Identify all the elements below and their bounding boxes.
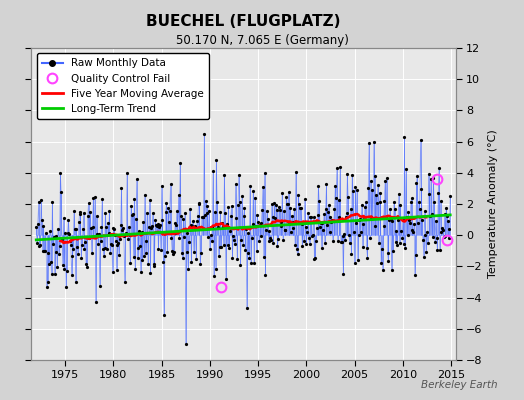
Y-axis label: Temperature Anomaly (°C): Temperature Anomaly (°C): [488, 130, 498, 278]
Legend: Raw Monthly Data, Quality Control Fail, Five Year Moving Average, Long-Term Tren: Raw Monthly Data, Quality Control Fail, …: [37, 53, 209, 119]
Text: 50.170 N, 7.065 E (Germany): 50.170 N, 7.065 E (Germany): [176, 34, 348, 47]
Title: BUECHEL (FLUGPLATZ): BUECHEL (FLUGPLATZ): [146, 14, 341, 29]
Text: Berkeley Earth: Berkeley Earth: [421, 380, 498, 390]
